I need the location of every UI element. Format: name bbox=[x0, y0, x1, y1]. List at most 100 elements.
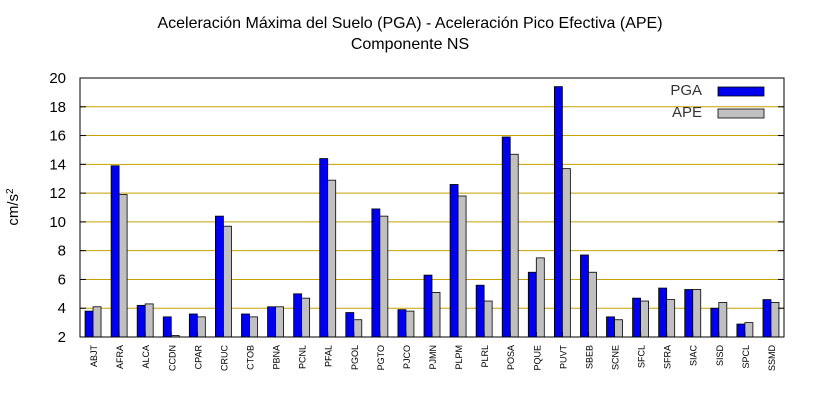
bar-pga-posa bbox=[501, 136, 511, 338]
bar-ape-abjt bbox=[92, 306, 102, 338]
bar-pga-pjmn bbox=[423, 274, 433, 338]
bar-ape-spcl bbox=[744, 322, 754, 338]
y-axis-label-exponent: 2 bbox=[5, 188, 16, 194]
x-tick-label: CRUC bbox=[219, 345, 229, 371]
bar-pga-plrl bbox=[475, 284, 485, 338]
y-tick-label: 6 bbox=[58, 271, 66, 288]
bar-pga-cruc bbox=[215, 215, 224, 338]
axes bbox=[79, 77, 785, 338]
y-axis-label-unit: cm/s bbox=[5, 194, 22, 226]
bar-ape-scne bbox=[614, 319, 623, 338]
x-tick-label: SSMD bbox=[767, 345, 777, 372]
legend-label-ape: APE bbox=[672, 104, 702, 121]
bar-pga-spcl bbox=[736, 323, 746, 338]
bar-ape-plpm bbox=[457, 195, 467, 338]
bar-ape-afra bbox=[118, 194, 128, 338]
chart-subtitle: Componente NS bbox=[350, 36, 470, 53]
x-tick-label: CPAR bbox=[193, 345, 203, 370]
x-tick-label: PLPM bbox=[454, 345, 464, 370]
x-tick-label: SPCL bbox=[741, 345, 751, 369]
bar-pga-ctob bbox=[241, 313, 250, 338]
bar-pga-pjco bbox=[397, 309, 407, 338]
bar-ape-sisd bbox=[718, 302, 728, 338]
y-tick-label: 16 bbox=[49, 128, 66, 145]
bar-ape-pfal bbox=[327, 179, 337, 338]
bar-pga-ccdn bbox=[162, 316, 172, 338]
bar-pga-plpm bbox=[449, 184, 459, 338]
bar-pga-siac bbox=[684, 289, 694, 338]
x-tick-label: SFRA bbox=[663, 345, 673, 369]
bar-ape-sfra bbox=[666, 299, 676, 338]
bar-ape-pque bbox=[535, 257, 545, 338]
legend-swatch-ape bbox=[717, 108, 765, 119]
y-tick-label: 12 bbox=[49, 185, 66, 202]
bar-ape-puvt bbox=[561, 168, 571, 338]
bar-pga-puvt bbox=[553, 86, 563, 338]
y-tick-label: 14 bbox=[49, 156, 66, 173]
bar-pga-pgto bbox=[371, 208, 381, 338]
x-tick-label: PGOL bbox=[350, 345, 360, 370]
x-tick-label: PFAL bbox=[324, 345, 334, 367]
bar-pga-sfcl bbox=[632, 297, 641, 338]
y-tick-label: 8 bbox=[58, 243, 66, 260]
bar-pga-ssmd bbox=[762, 299, 772, 338]
bar-pga-sfra bbox=[658, 287, 668, 338]
x-tick-label: SIAC bbox=[689, 345, 699, 367]
x-tick-label: SISD bbox=[715, 345, 725, 367]
bar-pga-pque bbox=[527, 271, 537, 338]
bar-ape-plrl bbox=[483, 300, 493, 338]
bar-ape-pgol bbox=[353, 319, 363, 338]
bar-pga-afra bbox=[110, 165, 120, 338]
x-tick-label: CCDN bbox=[167, 345, 177, 371]
bar-ape-pjmn bbox=[431, 291, 441, 338]
x-tick-labels: ABJT AFRA ALCA CCDN CPAR CRUC CTOB PBNA PCNL PFAL… bbox=[89, 345, 777, 372]
bar-ape-alca bbox=[144, 303, 154, 338]
bar-ape-pjco bbox=[405, 310, 415, 338]
x-tick-label: SFCL bbox=[637, 345, 647, 368]
bar-pga-sbeb bbox=[580, 254, 589, 338]
y-tick-labels: 2 4 6 8 10 12 14 16 18 20 bbox=[49, 70, 66, 346]
y-tick-label: 2 bbox=[58, 329, 66, 346]
bar-ape-cpar bbox=[196, 316, 206, 338]
y-tick-label: 18 bbox=[49, 99, 66, 116]
bar-ape-ctob bbox=[249, 316, 258, 338]
plot-border bbox=[79, 77, 785, 338]
y-tick-label: 4 bbox=[58, 300, 66, 317]
bar-ape-pcnl bbox=[301, 297, 311, 338]
bar-pga-pfal bbox=[319, 158, 329, 338]
bar-pga-alca bbox=[136, 304, 146, 338]
x-tick-label: PBNA bbox=[272, 345, 282, 370]
y-tick-label: 20 bbox=[49, 70, 66, 87]
bar-pga-cpar bbox=[188, 313, 198, 338]
bar-ape-posa bbox=[509, 153, 519, 338]
y-axis-label: cm/s2 bbox=[5, 188, 23, 226]
x-tick-label: PCNL bbox=[298, 345, 308, 369]
bar-pga-pbna bbox=[267, 306, 276, 338]
x-tick-label: PUVT bbox=[558, 345, 568, 370]
y-tick-label: 10 bbox=[49, 214, 66, 231]
bar-ape-cruc bbox=[223, 225, 232, 338]
x-tick-label: SCNE bbox=[611, 345, 621, 370]
bar-pga-pcnl bbox=[293, 293, 303, 338]
bar-ape-pgto bbox=[379, 215, 389, 338]
x-tick-label: SBEB bbox=[584, 345, 594, 369]
x-tick-label: PQUE bbox=[532, 345, 542, 371]
bar-ape-sbeb bbox=[588, 271, 597, 338]
bar-pga-sisd bbox=[710, 307, 720, 338]
x-tick-label: ALCA bbox=[141, 345, 151, 369]
bar-ape-siac bbox=[692, 289, 702, 338]
legend-label-pga: PGA bbox=[670, 82, 702, 99]
x-tick-label: PJCO bbox=[402, 345, 412, 369]
x-tick-label: POSA bbox=[506, 345, 516, 370]
x-tick-label: PJMN bbox=[428, 345, 438, 370]
x-tick-label: AFRA bbox=[115, 345, 125, 369]
bars bbox=[84, 86, 780, 338]
legend: PGA APE bbox=[670, 82, 765, 121]
legend-swatch-pga bbox=[717, 86, 765, 97]
x-tick-label: CTOB bbox=[245, 345, 255, 370]
chart-title: Aceleración Máxima del Suelo (PGA) - Ace… bbox=[157, 15, 663, 32]
bar-ape-pbna bbox=[275, 306, 284, 338]
bar-pga-scne bbox=[606, 316, 615, 338]
bar-pga-abjt bbox=[84, 310, 94, 338]
